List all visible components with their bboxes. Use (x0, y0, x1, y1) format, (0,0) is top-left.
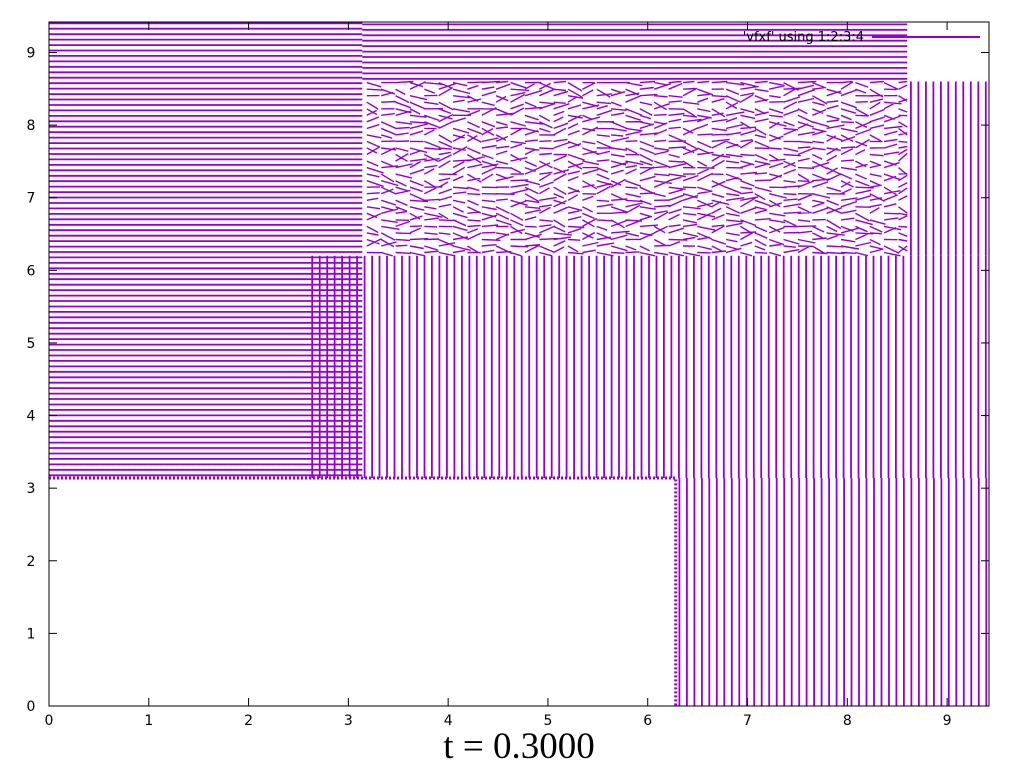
x-tick-label: 1 (144, 713, 153, 729)
x-tick-label: 4 (444, 713, 453, 729)
y-tick-label: 4 (27, 409, 36, 425)
x-tick-label: 8 (843, 713, 852, 729)
vector-field-layer (49, 22, 988, 706)
x-tick-label: 6 (643, 713, 652, 729)
x-tick-label: 5 (543, 713, 552, 729)
plot-frame (48, 21, 990, 707)
y-tick-label: 5 (27, 336, 36, 352)
x-tick-label: 0 (45, 713, 54, 729)
x-tick-label: 7 (743, 713, 752, 729)
y-tick-label: 3 (27, 481, 36, 497)
vector-column-group-lower-right-vertical-flow (678, 478, 988, 706)
vector-row-group-top-band-horizontal-flow (362, 23, 908, 80)
y-tick-label: 6 (27, 263, 36, 279)
legend-label: 'vfxf' using 1:2:3:4 (743, 30, 864, 45)
obstacle-boundary (49, 476, 678, 706)
x-tick-label: 3 (344, 713, 353, 729)
chart-title: t = 0.3000 (443, 726, 594, 767)
y-tick-label: 9 (27, 45, 36, 61)
vector-column-group-middle-vertical-flow (311, 255, 987, 478)
obstacle-region (50, 480, 674, 706)
vector-column-group-right-column-vertical-flow (910, 81, 987, 256)
y-tick-label: 2 (27, 554, 36, 570)
y-tick-label: 0 (27, 699, 36, 715)
y-tick-label: 8 (27, 118, 36, 134)
vector-mixed-group-upper-mixed-region (366, 80, 908, 257)
x-tick-label: 2 (244, 713, 253, 729)
x-tick-label: 9 (943, 713, 952, 729)
y-tick-label: 7 (27, 191, 36, 207)
y-tick-label: 1 (27, 626, 36, 642)
vector-row-group-left-upper-horizontal-flow (49, 22, 363, 477)
axis-ticks: 0 1 2 3 4 5 6 7 8 9 0 1 2 3 4 5 6 7 8 9 (27, 22, 989, 729)
